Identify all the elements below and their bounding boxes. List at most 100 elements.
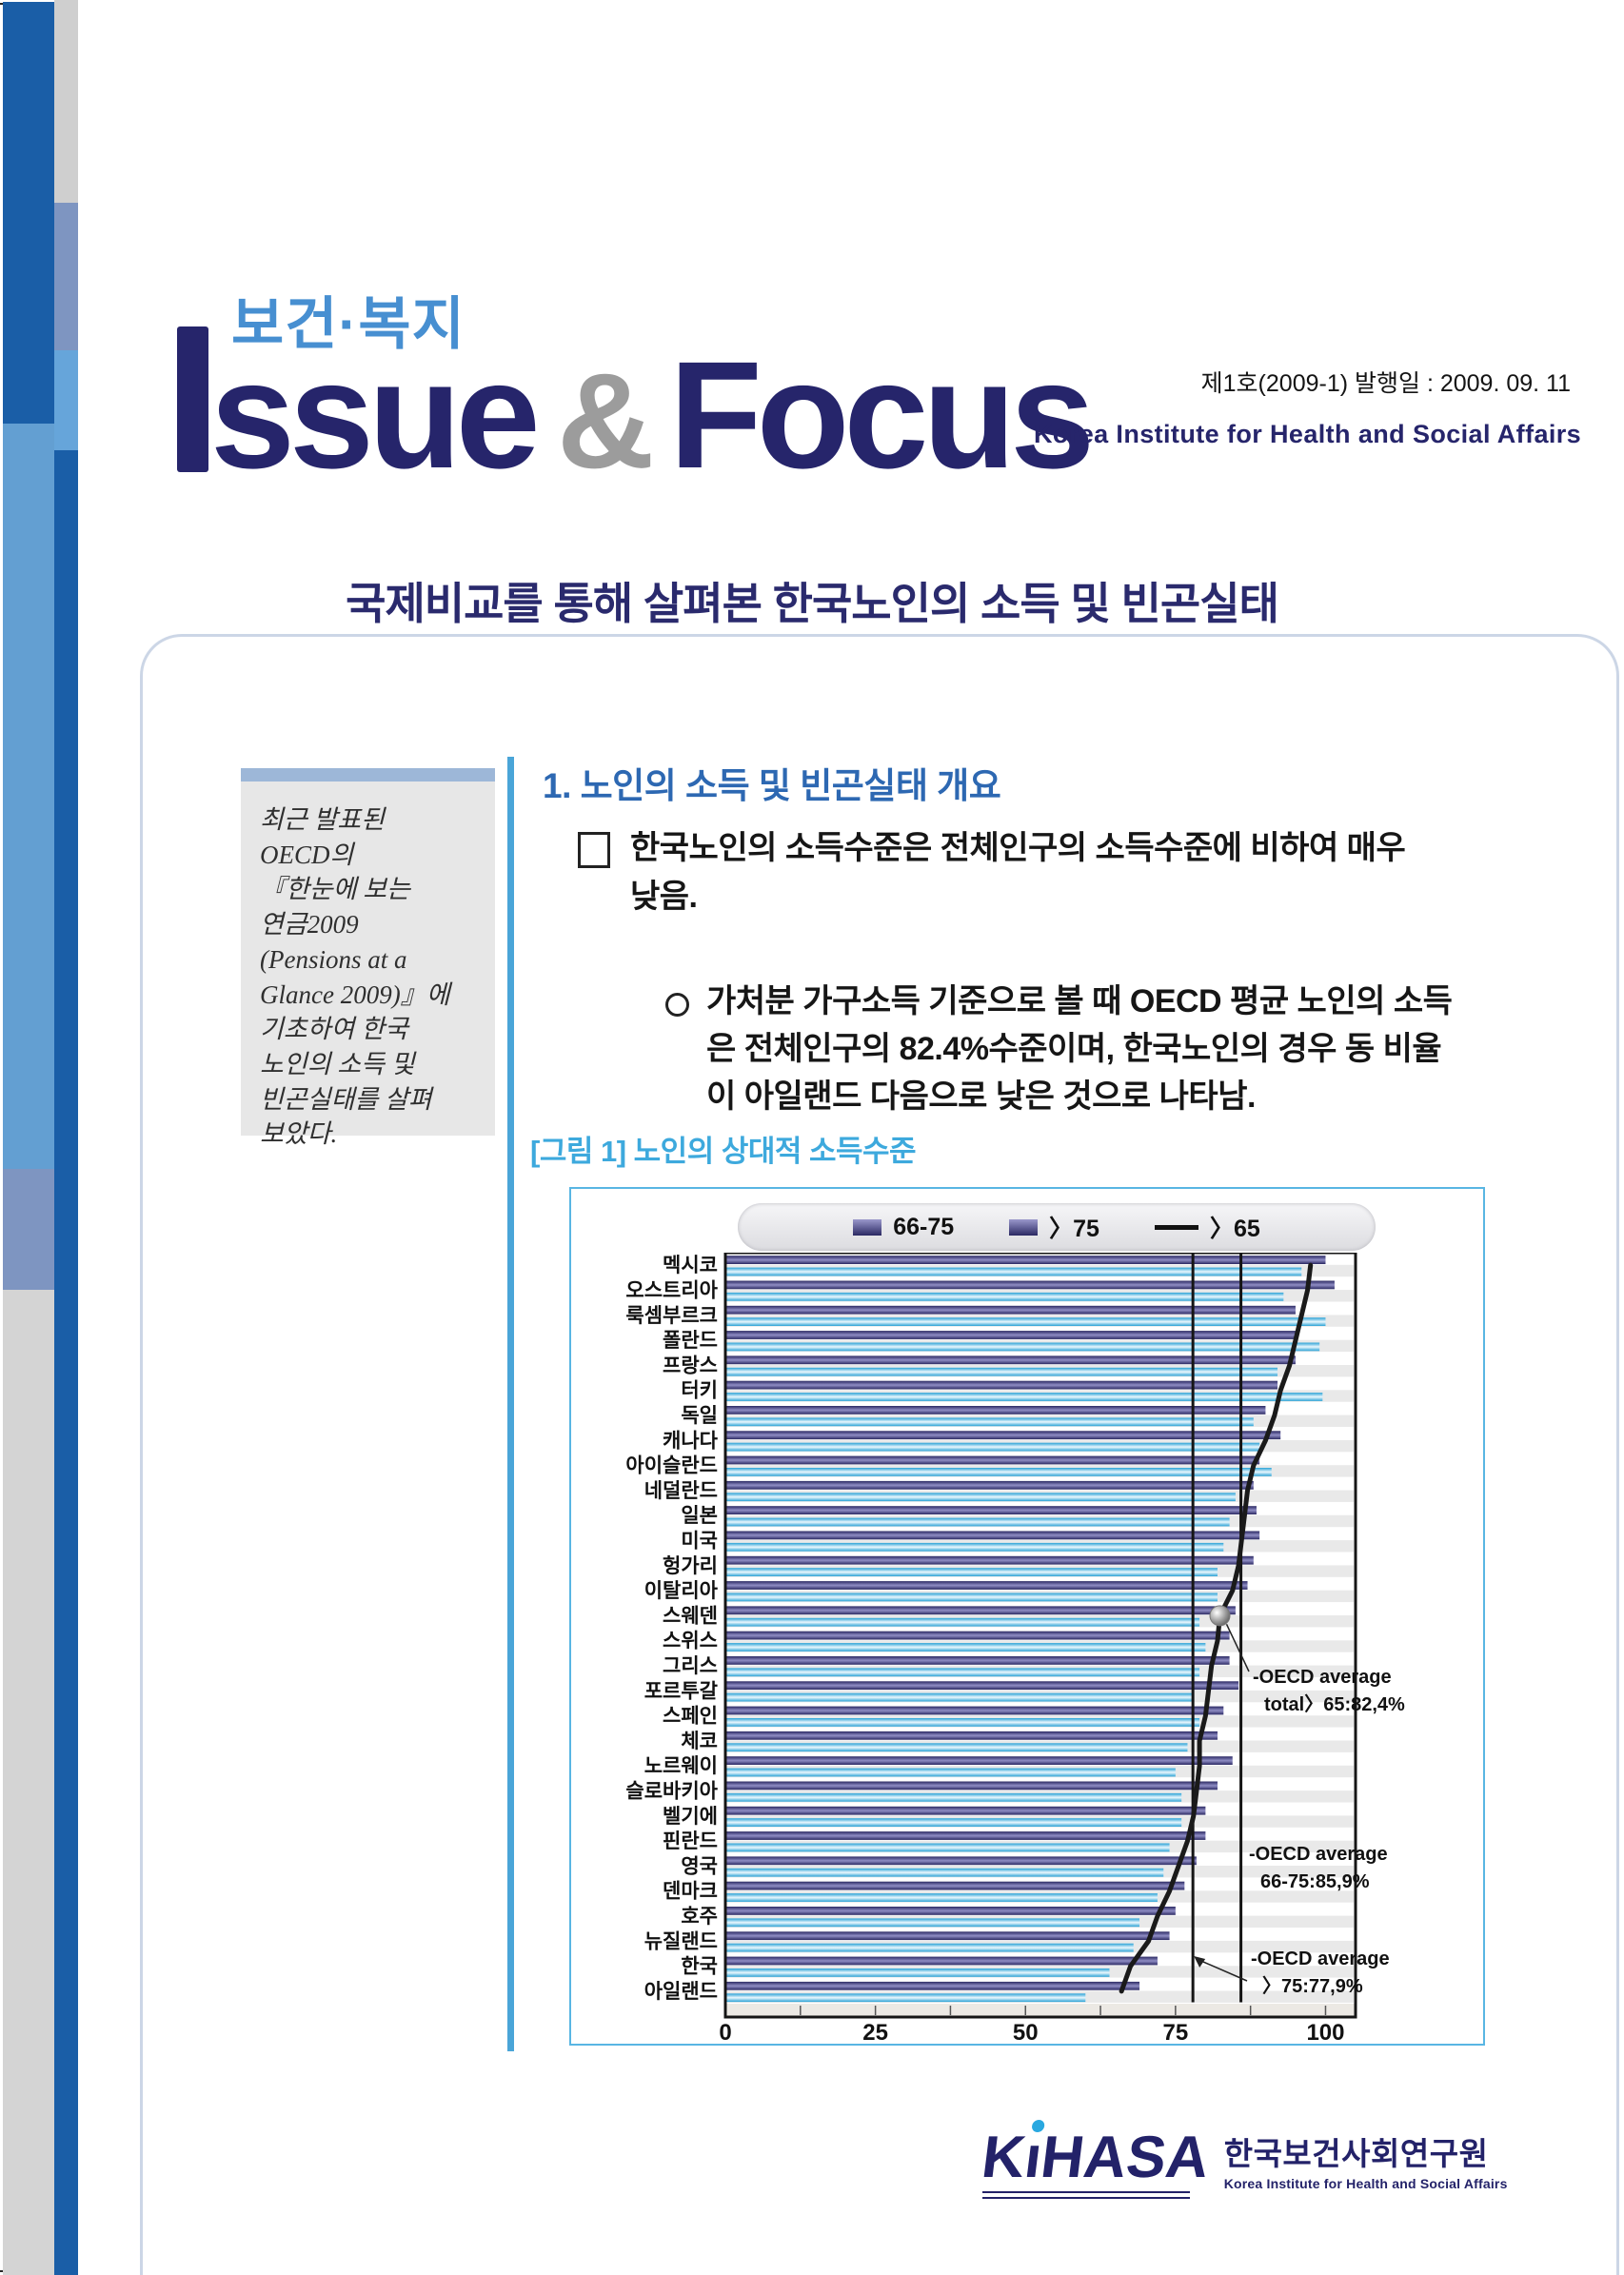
country-label: 영국 [681,1855,718,1877]
axis-tick-label: 75 [1163,2020,1189,2042]
legend-item-over-75: 〉75 [1009,1210,1099,1244]
bar-over-75 [726,1692,1194,1702]
country-label: 독일 [681,1405,718,1427]
country-label: 핀란드 [663,1830,718,1852]
country-label: 스웨덴 [663,1605,718,1627]
line-over-65 [1119,1262,1314,1994]
page-title: 국제비교를 통해 살펴본 한국노인의 소득 및 빈곤실태 [346,579,1279,628]
bar-over-75 [726,1292,1284,1301]
legend-label: 66-75 [893,1213,955,1240]
bar-over-75 [726,1768,1176,1777]
country-label: 터키 [681,1380,718,1402]
section-1-heading: 1. 노인의 소득 및 빈곤실태 개요 [543,766,1001,805]
bar-66-75 [726,1831,1206,1840]
country-label: 헝가리 [663,1554,718,1577]
country-label: 포르투갈 [644,1680,718,1702]
bar-66-75 [726,1555,1254,1565]
country-label: 멕시코 [663,1255,718,1276]
country-label: 룩셈부르크 [625,1305,718,1327]
legend-item-66-75: 66-75 [853,1214,954,1241]
bar-over-75 [726,1317,1326,1326]
bar-66-75 [726,1480,1254,1490]
figure-caption: [그림 1] 노인의 상대적 소득수준 [530,1135,917,1168]
bar-66-75 [726,1806,1206,1815]
quote-text: 최근 발표된 OECD의 『한눈에 보는 연금2009 (Pensions at… [260,805,450,1149]
bar-66-75 [726,1856,1197,1866]
bar-66-75 [726,1256,1326,1264]
masthead-institute-name: Korea Institute for Health and Social Af… [1034,420,1582,448]
square-bullet-icon [578,832,610,868]
circle-bullet-icon [665,993,689,1017]
bar-66-75 [726,1355,1296,1365]
bar-66-75 [726,1631,1230,1640]
issue-i-glyph [177,326,208,472]
country-label: 슬로바키아 [625,1780,718,1802]
country-label: 한국 [681,1956,718,1978]
annotation-text: total〉65:82,4% [1264,1693,1405,1715]
bar-66-75 [726,1431,1281,1440]
bar-66-75 [726,1531,1260,1540]
bar-over-75 [726,1267,1302,1276]
bar-66-75 [726,1581,1248,1590]
legend-label: 〉75 [1049,1216,1099,1242]
country-label: 이탈리아 [644,1580,719,1602]
bar-over-75 [726,1442,1260,1452]
bullet-2-text: 가처분 가구소득 기준으로 볼 때 OECD 평균 노인의 소득 은 전체인구의… [706,983,1453,1115]
country-label: 덴마크 [663,1881,718,1903]
bar-66-75 [726,1731,1218,1740]
bar-66-75 [726,1706,1224,1715]
annotation-text: 66-75:85,9% [1260,1871,1370,1892]
left-stripe-slate [3,1169,54,1290]
bar-66-75 [726,1455,1260,1465]
legend-label: 〉65 [1209,1216,1260,1242]
country-label: 체코 [681,1731,718,1752]
bar-66-75 [726,1380,1278,1390]
kihasa-korean-name: 한국보건사회연구원 [1223,2136,1489,2171]
bar-66-75 [726,1907,1176,1915]
inner-stripe-slate [54,203,78,350]
bar-over-75 [726,1367,1278,1376]
content-panel-border [140,634,1619,2275]
bar-over-75 [726,1643,1206,1652]
bar-over-75 [726,1342,1320,1352]
axis-tick-label: 25 [862,2020,888,2042]
country-label: 프랑스 [663,1355,718,1376]
bar-66-75 [726,1656,1230,1665]
bar-over-75 [726,1918,1140,1928]
country-label: 캐나다 [663,1430,719,1452]
kihasa-underline-strokes [982,2191,1209,2199]
bar-over-75 [726,1493,1236,1502]
inner-stripe-lightblue [54,350,78,450]
left-stripe-dark-top [3,2,54,424]
bar-66-75 [726,1781,1218,1790]
annotation-leader-line [1225,1624,1250,1672]
inner-stripe-gray [54,0,78,203]
bar-over-75 [726,1968,1110,1977]
country-label: 그리스 [663,1655,718,1677]
bullet-1-text: 한국노인의 소득수준은 전체인구의 소득수준에 비하여 매우 낮음. [630,830,1406,915]
country-label: 아일랜드 [644,1981,718,2003]
bar-over-75 [726,1393,1323,1401]
annotation-text: 〉75:77,9% [1262,1975,1363,1997]
annotation-arrow-line [1196,1958,1248,1982]
vertical-divider [507,757,514,2051]
bar-over-75 [726,1468,1272,1476]
axis-tick-label: 0 [719,2020,731,2042]
bar-over-75 [726,1818,1182,1827]
country-label: 오스트리아 [625,1279,718,1301]
bar-over-75 [726,1943,1134,1952]
bar-over-75 [726,1718,1200,1727]
bar-over-75 [726,1993,1086,2003]
chart-legend: 66-75 〉75 〉65 [738,1203,1376,1251]
bar-over-75 [726,1668,1200,1677]
inner-stripe-dark [54,450,78,2275]
bar-over-75 [726,1792,1182,1802]
axis-tick-label: 100 [1306,2020,1344,2042]
annotation-arrowhead [1194,1956,1206,1968]
kihasa-hasa: HASA [1037,2125,1214,2190]
kihasa-k: K [978,2125,1030,2190]
bar-over-75 [726,1517,1230,1527]
bar-66-75 [726,1506,1257,1514]
